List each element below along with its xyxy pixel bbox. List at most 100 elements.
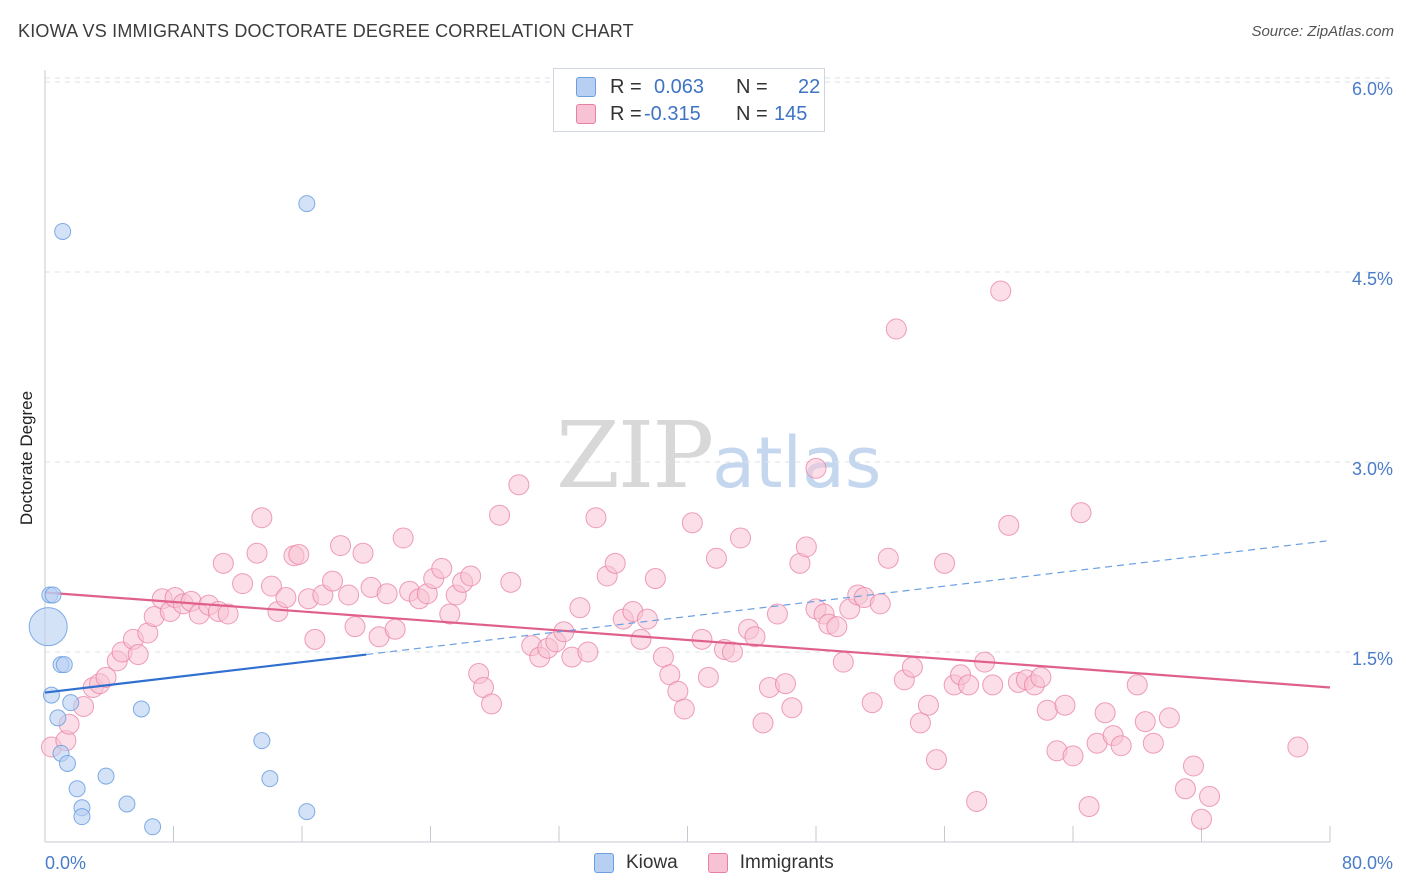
immigrants-point — [774, 673, 796, 695]
immigrants-point — [260, 575, 282, 597]
immigrants-point — [1110, 735, 1132, 757]
x-tick-label: 80.0% — [1342, 853, 1393, 873]
immigrants-point — [384, 618, 406, 640]
immigrants-point — [1191, 808, 1212, 830]
immigrants-point — [667, 680, 689, 702]
immigrants-point — [251, 507, 273, 529]
immigrants-point — [861, 692, 883, 714]
kiowa-point — [54, 222, 72, 240]
immigrants-point — [990, 280, 1012, 302]
immigrants-point — [705, 547, 727, 569]
immigrants-point — [697, 666, 719, 688]
watermark-zip: ZIP — [556, 402, 714, 509]
immigrants-point — [304, 628, 326, 650]
kiowa-trend-line — [44, 653, 367, 694]
immigrants-point — [1126, 674, 1148, 696]
kiowa-legend-label: Kiowa — [626, 852, 678, 873]
legend-row-kiowa: R = 0.063 N = 22 — [554, 74, 820, 100]
immigrants-point — [1030, 666, 1052, 688]
immigrants-point — [288, 543, 310, 565]
legend-item-immigrants[interactable]: Immigrants — [707, 852, 834, 874]
immigrants-point — [826, 616, 848, 638]
immigrants-point — [489, 504, 511, 526]
immigrants-point — [1078, 796, 1100, 818]
immigrants-point — [1199, 785, 1221, 807]
immigrants-point — [585, 507, 607, 529]
immigrants-point — [330, 535, 352, 557]
immigrants-point — [1158, 707, 1180, 729]
immigrants-point — [652, 646, 674, 668]
immigrants-point — [766, 603, 788, 625]
kiowa-legend-swatch — [594, 853, 614, 873]
immigrants-point — [275, 587, 297, 609]
immigrants-point — [508, 474, 530, 496]
immigrants-point — [885, 318, 907, 340]
kiowa-point — [49, 709, 67, 727]
immigrants-point — [232, 573, 254, 595]
immigrants-point — [95, 666, 117, 688]
immigrants-point — [730, 527, 752, 549]
legend-n-value: 22 — [798, 75, 821, 98]
immigrants-point — [832, 651, 854, 673]
immigrants-point — [966, 790, 988, 812]
immigrants-point — [569, 597, 591, 619]
kiowa-point — [42, 686, 60, 704]
immigrants-point — [322, 570, 344, 592]
immigrants-point — [673, 698, 695, 720]
immigrants-swatch — [576, 104, 596, 124]
immigrants-point — [1134, 711, 1156, 733]
immigrants-point — [344, 616, 366, 638]
immigrants-point — [500, 571, 522, 593]
immigrants-point — [636, 608, 658, 630]
y-tick-label: 6.0% — [1352, 79, 1393, 99]
immigrants-point — [630, 628, 652, 650]
kiowa-point — [132, 700, 150, 718]
chart-title: KIOWA VS IMMIGRANTS DOCTORATE DEGREE COR… — [18, 21, 634, 41]
kiowa-point — [298, 195, 316, 213]
immigrants-point — [1062, 745, 1084, 767]
immigrants-point — [1174, 778, 1196, 800]
kiowa-point — [144, 818, 162, 836]
kiowa-point — [261, 770, 279, 788]
legend-r-key: R = — [610, 102, 642, 125]
immigrants-point — [934, 552, 955, 574]
legend-item-kiowa[interactable]: Kiowa — [594, 852, 678, 874]
watermark-atlas: atlas — [712, 422, 882, 504]
kiowa-point — [68, 780, 86, 798]
immigrants-point — [909, 712, 931, 734]
kiowa-point — [73, 808, 91, 826]
immigrants-point — [721, 641, 743, 663]
kiowa-swatch — [576, 77, 596, 97]
immigrants-point — [431, 557, 453, 579]
x-tick-label: 0.0% — [45, 853, 86, 873]
immigrants-point — [998, 514, 1020, 536]
immigrants-point — [781, 697, 803, 719]
legend-r-key: R = — [610, 75, 642, 98]
y-tick-label: 3.0% — [1352, 459, 1393, 479]
immigrants-point — [212, 552, 234, 574]
kiowa-point — [55, 656, 73, 674]
immigrants-trend-line — [44, 591, 1331, 689]
kiowa-trend-extension — [366, 539, 1331, 656]
immigrants-point — [338, 584, 360, 606]
kiowa-point — [44, 586, 62, 604]
legend-n-key: N = — [736, 75, 768, 98]
legend-r-value: 0.063 — [654, 75, 705, 98]
immigrants-point — [869, 593, 891, 615]
immigrants-point — [958, 674, 980, 696]
immigrants-point — [577, 641, 599, 663]
legend-row-immigrants: R = -0.315 N = 145 — [554, 101, 807, 127]
legend-n-key: N = — [736, 102, 768, 125]
watermark: ZIPatlas — [556, 402, 881, 509]
legend-r-value: -0.315 — [644, 102, 701, 125]
stats-legend: R = 0.063 N = 22 R = -0.315 N = 145 — [553, 68, 825, 132]
kiowa-point — [28, 607, 68, 647]
kiowa-point — [58, 754, 76, 772]
immigrants-point — [246, 542, 268, 564]
immigrants-point — [681, 512, 703, 534]
immigrants-point — [1182, 755, 1204, 777]
immigrants-point — [460, 565, 482, 587]
immigrants-point — [901, 656, 923, 678]
immigrants-point — [1142, 732, 1164, 754]
